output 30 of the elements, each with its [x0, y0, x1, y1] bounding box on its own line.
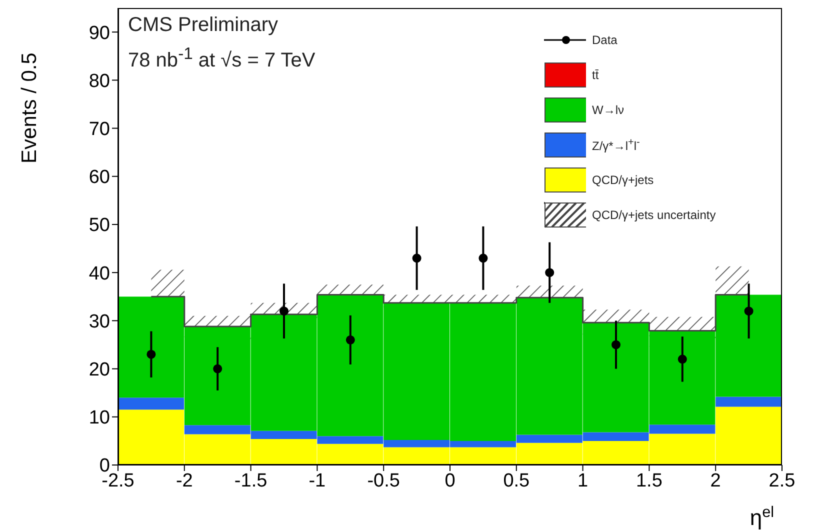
- x-tick-label: 1.5: [636, 470, 662, 492]
- y-tick-label: 90: [88, 22, 110, 44]
- legend-label: Z/γ*→l$^{+}$l$^{-}$: [592, 136, 640, 152]
- x-tick-label: -1: [308, 470, 326, 492]
- y-tick-label: 0: [99, 456, 110, 477]
- y-tick-label: 10: [88, 408, 110, 429]
- legend-label: QCD/γ+jets uncertainty: [592, 208, 716, 222]
- y-tick-label: 80: [88, 70, 110, 92]
- annotation: 78 nb$^{-1}$ at √s = 7 TeV: [128, 44, 316, 73]
- legend-label: QCD/γ+jets: [592, 172, 654, 186]
- x-tick-label: -0.5: [367, 470, 400, 492]
- x-tick-label: -2: [176, 470, 193, 492]
- x-tick-label: 0.5: [503, 470, 530, 492]
- legend-label: Data: [592, 32, 618, 46]
- x-axis-title: η$^{el}$: [750, 504, 774, 530]
- y-tick-label: 40: [88, 263, 110, 284]
- legend-label: tt̄: [592, 68, 599, 82]
- x-tick-label: -1.5: [234, 470, 268, 492]
- y-tick-label: 30: [88, 311, 110, 332]
- x-tick-label: 2: [710, 470, 721, 492]
- y-tick-label: 20: [88, 360, 110, 381]
- x-tick-label: 2.5: [768, 470, 796, 492]
- y-tick-label: 70: [88, 119, 110, 140]
- x-tick-label: 1: [578, 470, 588, 492]
- y-tick-label: 60: [88, 167, 110, 188]
- annotation: CMS Preliminary: [128, 14, 278, 37]
- y-axis-title: Events / 0.5: [18, 52, 41, 164]
- legend-label: W→lν: [592, 102, 624, 116]
- y-tick-label: 50: [88, 215, 110, 236]
- x-tick-label: 0: [444, 470, 456, 492]
